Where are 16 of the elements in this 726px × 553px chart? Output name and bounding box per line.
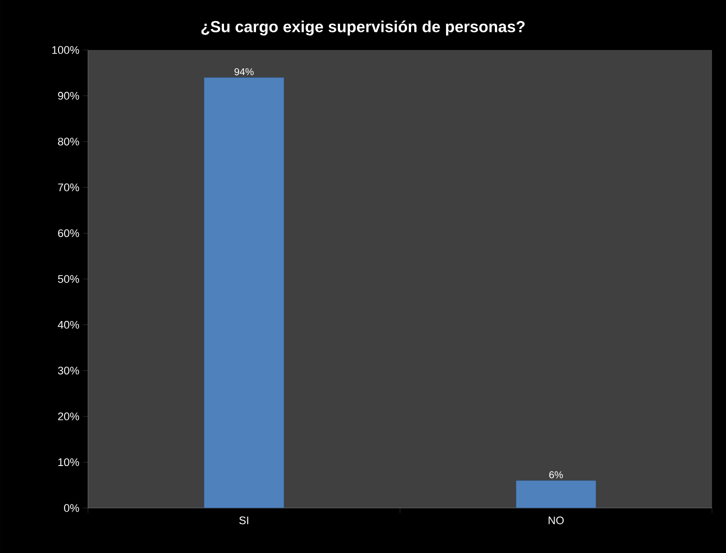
x-tick-label: SI: [239, 516, 248, 524]
y-tick-label: 0%: [64, 504, 80, 512]
x-tick-label: NO: [548, 516, 564, 524]
y-tick-label: 10%: [58, 458, 80, 466]
y-tick-label: 80%: [58, 138, 80, 146]
y-tick-label: 100%: [52, 46, 80, 54]
data-label: 94%: [234, 68, 254, 76]
y-tick-label: 50%: [58, 275, 80, 283]
y-tick-label: 90%: [58, 92, 80, 100]
y-tick-label: 40%: [58, 320, 80, 329]
data-label: 6%: [549, 471, 563, 478]
y-tick-label: 60%: [58, 229, 80, 238]
y-tick-label: 70%: [58, 184, 80, 192]
chart-title: ¿Su cargo exige supervisión de personas?: [201, 20, 525, 36]
y-tick-label: 20%: [58, 412, 80, 420]
y-tick-label: 30%: [58, 366, 80, 374]
